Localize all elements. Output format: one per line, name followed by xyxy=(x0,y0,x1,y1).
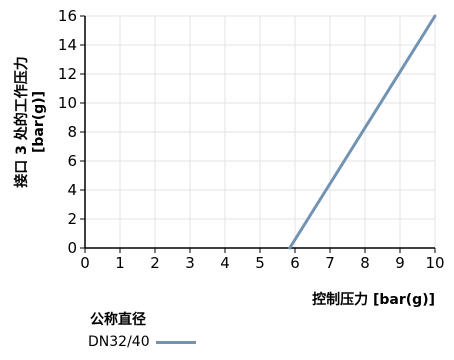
y-tick-label: 0 xyxy=(67,239,77,257)
legend-swatch xyxy=(155,340,196,344)
x-tick-label: 6 xyxy=(290,254,300,272)
x-tick-label: 10 xyxy=(425,254,444,272)
y-axis-title-line: [bar(g)] xyxy=(31,91,47,153)
y-tick-label: 16 xyxy=(58,7,77,25)
x-tick-label: 3 xyxy=(185,254,195,272)
x-tick-label: 8 xyxy=(360,254,370,272)
y-axis-title: 接口 3 处的工作压力[bar(g)] xyxy=(13,56,47,188)
series-line xyxy=(288,14,437,250)
y-tick-label: 2 xyxy=(67,210,77,228)
y-tick-label: 12 xyxy=(58,65,77,83)
y-tick-label: 4 xyxy=(67,181,77,199)
legend: 公称直径 DN32/40 xyxy=(88,311,196,351)
y-tick-label: 14 xyxy=(58,36,77,54)
x-tick-label: 7 xyxy=(325,254,335,272)
grid xyxy=(85,15,436,248)
y-tick-label: 6 xyxy=(67,152,77,170)
x-tick-label: 2 xyxy=(150,254,160,272)
y-axis-title-line: 接口 3 处的工作压力 xyxy=(13,56,30,188)
x-tick-label: 9 xyxy=(395,254,405,272)
y-tick-label: 10 xyxy=(58,94,77,112)
y-axis-title-text: 接口 3 处的工作压力[bar(g)] xyxy=(13,56,47,188)
series-layer xyxy=(288,14,437,250)
legend-item: DN32/40 xyxy=(88,333,196,351)
x-axis-title: 控制压力 [bar(g)] xyxy=(312,291,435,308)
legend-title: 公称直径 xyxy=(90,312,146,328)
x-tick-label: 1 xyxy=(115,254,125,272)
x-tick-label: 0 xyxy=(80,254,90,272)
axes xyxy=(80,15,436,253)
x-tick-label: 4 xyxy=(220,254,230,272)
x-tick-label: 5 xyxy=(255,254,265,272)
legend-item-label: DN32/40 xyxy=(88,334,150,350)
y-tick-label: 8 xyxy=(67,123,77,141)
